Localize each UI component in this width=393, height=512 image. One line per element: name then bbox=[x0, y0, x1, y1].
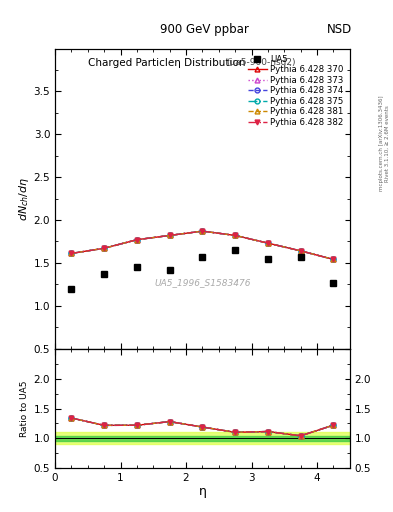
Line: Pythia 6.428 373: Pythia 6.428 373 bbox=[69, 229, 336, 262]
Line: UA5: UA5 bbox=[68, 247, 336, 292]
Pythia 6.428 375 bbox=[69, 250, 74, 257]
Line: Pythia 6.428 375: Pythia 6.428 375 bbox=[69, 229, 336, 262]
Pythia 6.428 381 bbox=[331, 257, 336, 263]
Pythia 6.428 370 bbox=[331, 257, 336, 263]
Pythia 6.428 381 bbox=[233, 232, 237, 239]
Pythia 6.428 373 bbox=[69, 250, 74, 257]
Y-axis label: $dN_{ch}/d\eta$: $dN_{ch}/d\eta$ bbox=[17, 176, 31, 221]
Pythia 6.428 382 bbox=[167, 232, 172, 239]
Pythia 6.428 375 bbox=[167, 232, 172, 239]
Pythia 6.428 373 bbox=[200, 228, 205, 234]
Text: NSD: NSD bbox=[327, 23, 352, 36]
Y-axis label: Ratio to UA5: Ratio to UA5 bbox=[20, 380, 29, 437]
UA5 bbox=[298, 254, 303, 260]
Pythia 6.428 374 bbox=[298, 248, 303, 254]
X-axis label: η: η bbox=[198, 485, 206, 498]
Pythia 6.428 374 bbox=[69, 250, 74, 257]
Pythia 6.428 375 bbox=[233, 232, 237, 239]
Line: Pythia 6.428 382: Pythia 6.428 382 bbox=[69, 229, 336, 262]
Pythia 6.428 373 bbox=[102, 245, 107, 251]
Pythia 6.428 382 bbox=[298, 248, 303, 254]
Pythia 6.428 370 bbox=[298, 248, 303, 254]
Pythia 6.428 382 bbox=[200, 228, 205, 234]
UA5 bbox=[266, 255, 270, 262]
Line: Pythia 6.428 370: Pythia 6.428 370 bbox=[69, 229, 336, 262]
Pythia 6.428 381 bbox=[134, 237, 139, 243]
UA5 bbox=[331, 281, 336, 287]
Pythia 6.428 370 bbox=[233, 232, 237, 239]
Pythia 6.428 374 bbox=[331, 257, 336, 263]
UA5 bbox=[167, 267, 172, 273]
Bar bbox=[55, 436, 350, 441]
Pythia 6.428 374 bbox=[102, 245, 107, 251]
Pythia 6.428 381 bbox=[69, 250, 74, 257]
Pythia 6.428 382 bbox=[69, 250, 74, 257]
Pythia 6.428 374 bbox=[200, 228, 205, 234]
Pythia 6.428 375 bbox=[331, 257, 336, 263]
Pythia 6.428 381 bbox=[200, 228, 205, 234]
Pythia 6.428 375 bbox=[200, 228, 205, 234]
Pythia 6.428 375 bbox=[134, 237, 139, 243]
Line: Pythia 6.428 381: Pythia 6.428 381 bbox=[69, 229, 336, 262]
Pythia 6.428 382 bbox=[233, 232, 237, 239]
Pythia 6.428 370 bbox=[200, 228, 205, 234]
UA5 bbox=[134, 264, 139, 270]
Pythia 6.428 370 bbox=[134, 237, 139, 243]
Pythia 6.428 370 bbox=[167, 232, 172, 239]
UA5 bbox=[200, 254, 205, 260]
Line: Pythia 6.428 374: Pythia 6.428 374 bbox=[69, 229, 336, 262]
Pythia 6.428 373 bbox=[298, 248, 303, 254]
Text: Charged Particleη Distribution: Charged Particleη Distribution bbox=[88, 58, 246, 68]
Pythia 6.428 381 bbox=[102, 245, 107, 251]
Pythia 6.428 381 bbox=[266, 240, 270, 246]
Pythia 6.428 374 bbox=[266, 240, 270, 246]
Pythia 6.428 375 bbox=[298, 248, 303, 254]
Pythia 6.428 381 bbox=[167, 232, 172, 239]
UA5 bbox=[233, 247, 237, 253]
Pythia 6.428 374 bbox=[233, 232, 237, 239]
Pythia 6.428 370 bbox=[266, 240, 270, 246]
Pythia 6.428 373 bbox=[331, 257, 336, 263]
Text: 900 GeV ppbar: 900 GeV ppbar bbox=[160, 23, 249, 36]
Text: (ua5-900-nsd2): (ua5-900-nsd2) bbox=[227, 58, 296, 67]
Bar bbox=[55, 433, 350, 444]
Pythia 6.428 382 bbox=[102, 245, 107, 251]
Pythia 6.428 370 bbox=[102, 245, 107, 251]
Pythia 6.428 382 bbox=[134, 237, 139, 243]
Text: Rivet 3.1.10, ≥ 2.6M events: Rivet 3.1.10, ≥ 2.6M events bbox=[385, 105, 389, 182]
Pythia 6.428 373 bbox=[233, 232, 237, 239]
UA5 bbox=[102, 271, 107, 277]
Pythia 6.428 373 bbox=[134, 237, 139, 243]
Text: UA5_1996_S1583476: UA5_1996_S1583476 bbox=[154, 278, 251, 287]
Pythia 6.428 370 bbox=[69, 250, 74, 257]
Pythia 6.428 374 bbox=[134, 237, 139, 243]
Legend: UA5, Pythia 6.428 370, Pythia 6.428 373, Pythia 6.428 374, Pythia 6.428 375, Pyt: UA5, Pythia 6.428 370, Pythia 6.428 373,… bbox=[246, 53, 345, 129]
Text: mcplots.cern.ch [arXiv:1306.3436]: mcplots.cern.ch [arXiv:1306.3436] bbox=[379, 96, 384, 191]
Pythia 6.428 373 bbox=[167, 232, 172, 239]
Pythia 6.428 382 bbox=[331, 257, 336, 263]
Pythia 6.428 375 bbox=[102, 245, 107, 251]
Pythia 6.428 374 bbox=[167, 232, 172, 239]
Pythia 6.428 382 bbox=[266, 240, 270, 246]
Pythia 6.428 381 bbox=[298, 248, 303, 254]
Pythia 6.428 375 bbox=[266, 240, 270, 246]
UA5 bbox=[69, 286, 74, 292]
Pythia 6.428 373 bbox=[266, 240, 270, 246]
